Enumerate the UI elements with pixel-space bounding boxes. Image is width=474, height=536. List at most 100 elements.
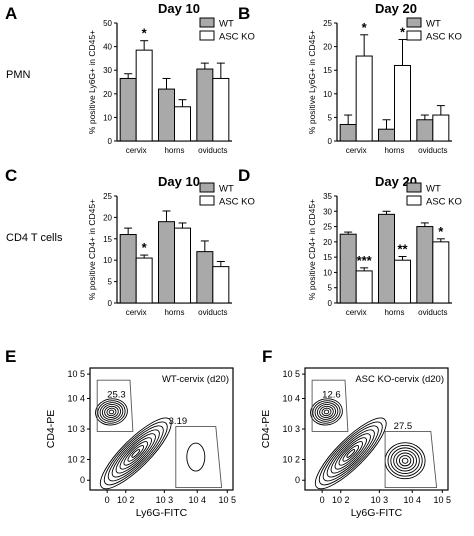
cd4-gate xyxy=(311,379,349,432)
plot-frame xyxy=(89,367,234,491)
bar-cervix-ko xyxy=(135,257,153,304)
x-tick-label: 0 xyxy=(320,495,325,505)
main-population-contour xyxy=(111,429,160,478)
y-tick-label: 0 xyxy=(295,475,300,485)
cd4-population-contour xyxy=(95,398,128,426)
x-tick-label: 10 2 xyxy=(117,495,135,505)
x-axis-label: Ly6G-FITC xyxy=(136,507,188,519)
x-tick-label: oviducts xyxy=(418,308,447,317)
panel-letter: C xyxy=(5,166,17,185)
y-tick-label: 15 xyxy=(323,66,332,75)
x-tick-label: horns xyxy=(164,308,184,317)
y-tick-label: 20 xyxy=(323,43,332,52)
cd4-population-contour xyxy=(106,407,117,417)
bar-oviducts-wt xyxy=(196,68,214,142)
x-tick-label: cervix xyxy=(126,146,147,155)
legend-swatch xyxy=(199,195,215,206)
y-tick-label: 30 xyxy=(103,66,112,75)
x-tick-label: oviducts xyxy=(198,146,227,155)
legend-label: ASC KO xyxy=(219,197,255,208)
ly6g-population-contour xyxy=(387,444,423,477)
y-tick-label: 15 xyxy=(323,253,332,262)
cd4-population-contour xyxy=(101,403,121,420)
x-axis-label: Ly6G-FITC xyxy=(351,507,403,519)
significance-marker: * xyxy=(142,26,148,41)
y-tick-label: 10 2 xyxy=(67,455,85,465)
y-tick-label: 0 xyxy=(108,299,113,308)
cd4-population-contour xyxy=(104,405,119,418)
bar-oviducts-ko xyxy=(212,266,230,304)
panel-letter: B xyxy=(238,4,250,23)
main-population-contour xyxy=(342,445,360,462)
legend-label: ASC KO xyxy=(219,32,255,43)
significance-marker: * xyxy=(400,25,406,40)
y-tick-label: 35 xyxy=(323,192,332,201)
legend-label: WT xyxy=(426,19,441,30)
significance-marker: ** xyxy=(397,242,408,257)
chart-title: Day 20 xyxy=(375,174,417,189)
ly6g-population-contour xyxy=(398,455,412,467)
main-population-contour xyxy=(330,433,371,474)
bar-horns-ko xyxy=(174,106,191,142)
plot-frame xyxy=(304,367,449,491)
y-tick-label: 0 xyxy=(328,137,333,146)
x-tick-label: horns xyxy=(164,146,184,155)
bar-horns-wt xyxy=(378,213,395,304)
legend-swatch xyxy=(199,182,215,193)
y-axis-label: CD4-PE xyxy=(260,410,272,449)
bar-horns-ko xyxy=(394,259,411,304)
x-tick-label: horns xyxy=(384,146,404,155)
significance-marker: * xyxy=(362,20,368,35)
main-population-contour xyxy=(99,417,172,490)
y-tick-label: 10 xyxy=(323,268,332,277)
y-tick-label: 10 3 xyxy=(282,424,300,434)
legend-swatch xyxy=(406,182,422,193)
cd4-population-contour xyxy=(316,403,336,420)
bar-horns-wt xyxy=(158,221,175,304)
y-tick-label: 30 xyxy=(323,207,332,216)
x-tick-label: 10 4 xyxy=(188,495,206,505)
significance-marker: * xyxy=(438,224,444,239)
bar-cervix-wt xyxy=(119,77,137,142)
ly6g-population-contour xyxy=(390,447,420,475)
main-population-contour xyxy=(334,437,367,470)
panel-f: F 0 10 2 10 3 10 4 10 5 0 10 2 10 3 10 4 10 5 Ly6G-… xyxy=(260,347,451,519)
ly6g-gate xyxy=(175,426,223,489)
ly6g-population-contour xyxy=(396,452,415,469)
y-tick-label: 10 2 xyxy=(282,455,300,465)
panel-d: D Day 20 0 5 10 15 20 25 30 35 % positive CD4+ in … xyxy=(238,166,462,317)
legend-swatch xyxy=(199,30,215,41)
cd4-gate xyxy=(96,379,134,432)
y-tick-label: 5 xyxy=(328,284,333,293)
x-tick-label: oviducts xyxy=(418,146,447,155)
main-population-contour xyxy=(115,433,156,474)
y-tick-label: 20 xyxy=(323,238,332,247)
main-population-contour xyxy=(314,417,387,490)
gate-value-cd4: 25.3 xyxy=(107,389,126,400)
y-tick-label: 40 xyxy=(103,43,112,52)
x-tick-label: 10 4 xyxy=(403,495,421,505)
y-tick-label: 20 xyxy=(103,90,112,99)
bar-oviducts-ko xyxy=(432,114,450,142)
y-tick-label: 15 xyxy=(103,235,112,244)
y-tick-label: 25 xyxy=(323,19,332,28)
x-tick-label: cervix xyxy=(346,308,367,317)
main-population-contour xyxy=(127,445,145,462)
significance-marker: * xyxy=(142,240,148,255)
legend-swatch xyxy=(406,30,422,41)
cd4-population-contour xyxy=(310,398,343,426)
panel-c: C Day 10 0 5 10 15 20 25 % positive CD4+ in CD45… xyxy=(5,166,255,317)
cd4-population-contour xyxy=(323,409,330,415)
main-population-contour xyxy=(123,441,148,466)
legend-label: ASC KO xyxy=(426,197,462,208)
x-tick-label: 0 xyxy=(105,495,110,505)
cd4-population-contour xyxy=(321,407,332,417)
x-tick-label: oviducts xyxy=(198,308,227,317)
main-population-contour xyxy=(107,425,164,482)
ly6g-population-contour xyxy=(393,449,417,472)
row-label-pmn: PMN xyxy=(6,69,31,81)
chart-title: Day 20 xyxy=(375,1,417,16)
gate-value-ly6g: 27.5 xyxy=(394,421,413,432)
significance-marker: *** xyxy=(357,253,373,268)
